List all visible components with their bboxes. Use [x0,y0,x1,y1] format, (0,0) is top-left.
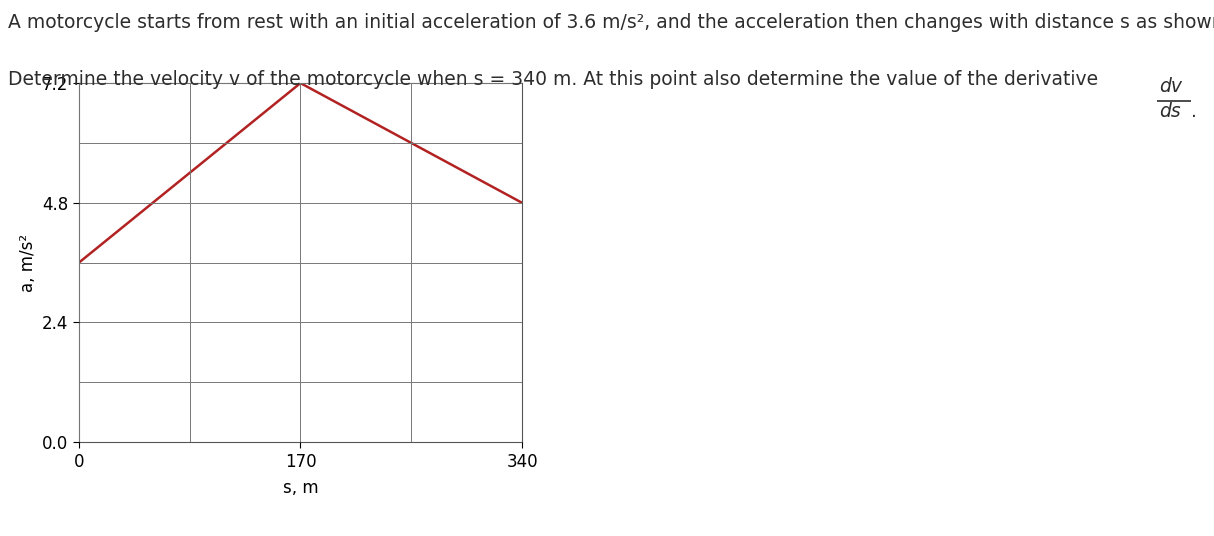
Y-axis label: a, m/s²: a, m/s² [18,234,36,292]
Text: ds: ds [1159,102,1181,121]
X-axis label: s, m: s, m [283,479,318,497]
Text: dv: dv [1159,78,1182,96]
Text: A motorcycle starts from rest with an initial acceleration of 3.6 m/s², and the : A motorcycle starts from rest with an in… [8,13,1214,32]
Text: Determine the velocity v of the motorcycle when s = 340 m. At this point also de: Determine the velocity v of the motorcyc… [8,70,1099,88]
Text: .: . [1191,102,1197,121]
